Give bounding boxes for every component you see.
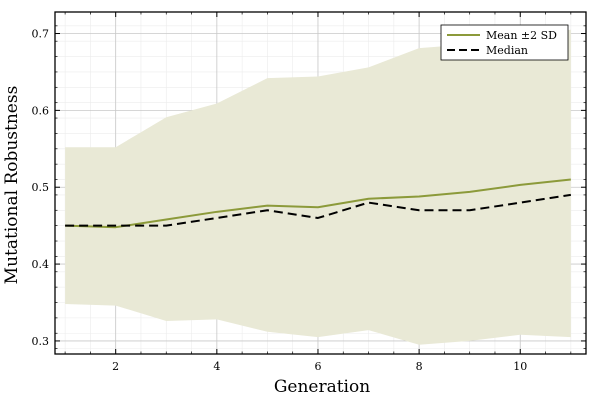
- y-tick-labels: 0.3 0.4 0.5 0.6 0.7: [32, 28, 50, 348]
- plot-frame: [54, 11, 587, 355]
- x-tick-label: 2: [112, 360, 119, 373]
- y-tick-label: 0.3: [32, 335, 50, 348]
- y-tick-label: 0.4: [32, 258, 50, 271]
- y-tick-label: 0.7: [32, 28, 50, 41]
- median-line: [65, 193, 571, 227]
- sd-bands: [65, 29, 571, 345]
- legend-box: [440, 24, 569, 61]
- x-tick-label: 8: [416, 360, 423, 373]
- x-tick-label: 10: [513, 360, 527, 373]
- x-tick-label: 4: [213, 360, 220, 373]
- y-tick-label: 0.5: [32, 181, 50, 194]
- series-lines: [65, 178, 571, 229]
- legend-label-mean: Mean ±2 SD: [486, 29, 557, 42]
- y-axis-title: Mutational Robustness: [2, 86, 22, 285]
- x-axis-title: Generation: [274, 377, 370, 397]
- legend: Mean ±2 SD Median: [440, 24, 569, 61]
- y-tick-label: 0.6: [32, 104, 50, 117]
- x-tick-labels: 2 4 6 8 10: [112, 360, 527, 373]
- sd-band-0: [65, 29, 571, 345]
- tick-marks: [55, 12, 586, 354]
- legend-label-median: Median: [486, 44, 528, 57]
- x-tick-label: 6: [314, 360, 321, 373]
- mean-line: [65, 178, 571, 229]
